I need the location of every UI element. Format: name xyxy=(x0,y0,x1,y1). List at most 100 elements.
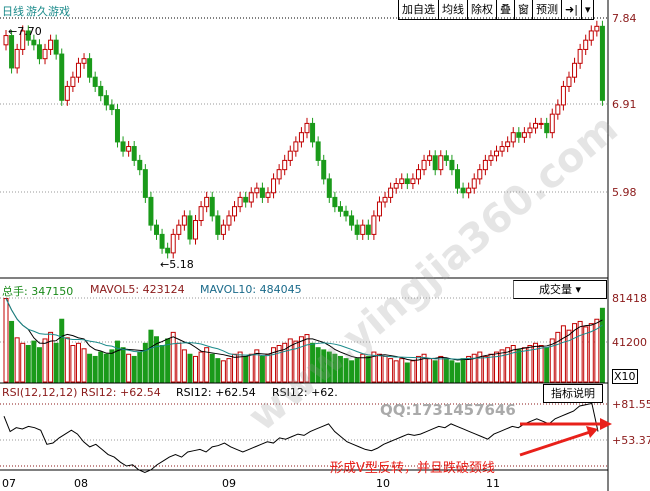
volume-bar xyxy=(14,337,20,383)
annotation-text: 形成V型反转，并且跌破颈线 xyxy=(330,461,495,476)
candle-body xyxy=(349,215,355,226)
volume-bar xyxy=(321,349,327,383)
volume-bar xyxy=(265,353,271,383)
mavol-line xyxy=(5,298,603,360)
candle-body xyxy=(544,122,550,134)
candle-body xyxy=(181,215,187,226)
candle-body xyxy=(494,150,500,157)
candle-body xyxy=(399,178,405,185)
volume-bar xyxy=(193,355,199,383)
volume-bar xyxy=(399,358,405,383)
volume-bar xyxy=(354,358,360,383)
toolbar: 加自选 均线 除权 叠 窗 预测 ➜| ▾ xyxy=(398,0,595,20)
rsi-label-3: RSI12: +62. xyxy=(272,386,338,399)
volume-bar xyxy=(544,347,550,383)
high-value: 7.70 xyxy=(17,25,42,38)
candle-body xyxy=(365,224,371,235)
rsi-label-2: RSI12: +62.54 xyxy=(176,386,256,399)
volume-bar xyxy=(560,325,566,383)
volume-bar xyxy=(226,358,232,383)
volume-axis-label: 81418 xyxy=(612,292,647,305)
candle-body xyxy=(521,132,527,138)
candle-body xyxy=(248,192,254,203)
candle-body xyxy=(566,76,572,87)
candle-body xyxy=(471,178,477,189)
volume-bar xyxy=(248,353,254,383)
candle-body xyxy=(75,62,81,78)
volume-bar xyxy=(410,360,416,383)
candle-body xyxy=(354,224,360,235)
volume-bar xyxy=(215,358,221,383)
volume-bar xyxy=(482,355,488,383)
moving-average-button[interactable]: 均线 xyxy=(438,0,467,19)
selector-value: 成交量 xyxy=(538,283,572,296)
volume-bar xyxy=(137,351,143,383)
volume-bar xyxy=(243,355,249,383)
candle-body xyxy=(87,58,93,78)
candle-body xyxy=(460,187,466,194)
volume-bar xyxy=(187,353,193,383)
candle-body xyxy=(482,159,488,171)
indicator-help-button[interactable]: 指标说明 xyxy=(543,384,603,403)
month-label: 08 xyxy=(74,477,88,490)
rsi-axis-label: +81.55 xyxy=(612,398,650,411)
candle-body xyxy=(287,150,293,161)
volume-bar xyxy=(271,347,277,383)
candle-body xyxy=(237,196,243,208)
candle-body xyxy=(14,48,20,69)
caret-down-icon[interactable]: ▾ xyxy=(580,0,595,19)
forecast-button[interactable]: 预测 xyxy=(532,0,561,19)
arrow-right-to-bar-icon[interactable]: ➜| xyxy=(561,0,581,19)
volume-bar xyxy=(360,353,366,383)
volume-bar xyxy=(555,331,561,383)
candle-body xyxy=(466,187,472,194)
ex-rights-button[interactable]: 除权 xyxy=(467,0,496,19)
volume-bar xyxy=(432,360,438,383)
volume-bar xyxy=(282,342,288,383)
candle-body xyxy=(477,169,483,180)
candle-body xyxy=(187,215,193,240)
volume-bar xyxy=(599,307,605,383)
candle-body xyxy=(165,247,171,254)
volume-bar xyxy=(232,353,238,383)
candle-body xyxy=(527,127,533,134)
overlay-button[interactable]: 叠 xyxy=(496,0,514,19)
price-axis-label: 5.98 xyxy=(612,186,637,199)
candle-body xyxy=(120,141,126,152)
month-label: 11 xyxy=(486,477,500,490)
watermark-qq: QQ:1731457646 xyxy=(380,401,516,419)
volume-bar xyxy=(3,297,9,383)
candle-body xyxy=(376,201,382,217)
volume-bar xyxy=(31,340,37,383)
indicator-selector[interactable]: 成交量 ▾ xyxy=(513,280,607,299)
candle-body xyxy=(271,178,277,194)
candle-body xyxy=(59,53,65,101)
candle-body xyxy=(70,76,76,87)
candle-body xyxy=(388,187,394,198)
candle-body xyxy=(282,159,288,171)
volume-bar xyxy=(114,340,120,383)
candle-body xyxy=(510,132,516,143)
add-watchlist-button[interactable]: 加自选 xyxy=(398,0,438,19)
volume-bar xyxy=(75,342,81,383)
candle-body xyxy=(599,25,605,101)
candle-body xyxy=(572,62,578,78)
candle-body xyxy=(516,132,522,138)
volume-bar xyxy=(159,345,165,383)
volume-bar xyxy=(326,351,332,383)
volume-bar xyxy=(443,358,449,383)
volume-bar xyxy=(53,342,59,383)
window-button[interactable]: 窗 xyxy=(514,0,532,19)
candle-body xyxy=(499,146,505,152)
candle-body xyxy=(449,159,455,171)
price-axis-label: 6.91 xyxy=(612,98,637,111)
volume-bar xyxy=(488,353,494,383)
volume-bar xyxy=(455,362,460,383)
mavol-line xyxy=(5,298,603,361)
candle-body xyxy=(109,104,115,111)
volume-bar xyxy=(572,323,578,383)
candle-body xyxy=(193,220,199,240)
month-label: 09 xyxy=(222,477,236,490)
